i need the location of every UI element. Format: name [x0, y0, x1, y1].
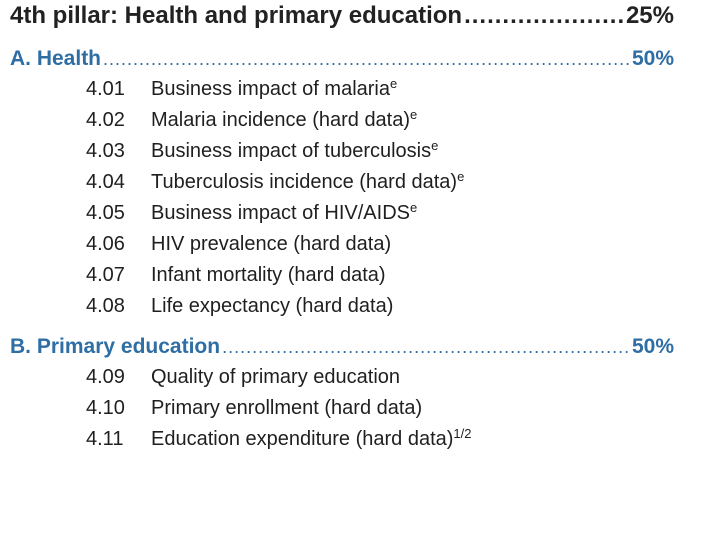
indicator-label: Tuberculosis incidence (hard data) [151, 171, 458, 193]
section-leader-dots: ........................................… [222, 337, 630, 357]
pillar-weight: 25% [625, 2, 674, 29]
indicator-label: Life expectancy (hard data) [151, 295, 394, 317]
indicator-code: 4.03 [86, 140, 125, 162]
indicator-item: 4.02 Malaria incidence (hard data)e [86, 106, 418, 132]
indicator-item: 4.04 Tuberculosis incidence (hard data)e [86, 168, 465, 194]
indicator-label: HIV prevalence (hard data) [151, 233, 392, 255]
indicator-code: 4.10 [86, 397, 125, 419]
pillar-leader-dots: ........................................… [464, 2, 624, 29]
indicator-code: 4.02 [86, 109, 125, 131]
indicator-code: 4.01 [86, 78, 125, 100]
indicator-code: 4.07 [86, 264, 125, 286]
indicator-code: 4.06 [86, 233, 125, 255]
indicator-code: 4.09 [86, 366, 125, 388]
indicator-label: Business impact of HIV/AIDS [151, 202, 410, 224]
indicator-code: 4.11 [86, 428, 124, 450]
indicator-item: 4.07 Infant mortality (hard data) [86, 264, 386, 287]
section-heading-health: A. Health ..............................… [10, 47, 674, 71]
indicator-label: Business impact of tuberculosis [151, 140, 432, 162]
indicator-note: e [410, 106, 418, 122]
section-leader-dots: ........................................… [103, 49, 630, 69]
indicator-note: e [389, 75, 398, 91]
indicator-note: 1/2 [453, 425, 472, 441]
indicator-item: 4.09 Quality of primary education [86, 366, 400, 389]
section-title: B. Primary education [10, 335, 221, 358]
indicator-item: 4.11 Education expenditure (hard data)1/2 [86, 425, 472, 451]
section-title: A. Health [10, 47, 102, 70]
indicator-label: Primary enrollment (hard data) [151, 397, 423, 419]
indicator-item: 4.01 Business impact of malariae [86, 75, 398, 101]
indicator-item: 4.03 Business impact of tuberculosise [86, 137, 439, 163]
indicator-item: 4.08 Life expectancy (hard data) [86, 295, 393, 318]
indicator-item: 4.05 Business impact of HIV/AIDSe [86, 199, 418, 225]
indicator-note: e [457, 168, 465, 184]
pillar-heading: 4th pillar: Health and primary education… [10, 2, 674, 30]
pillar-title: 4th pillar: Health and primary education [10, 2, 463, 29]
indicator-item: 4.06 HIV prevalence (hard data) [86, 233, 391, 256]
indicator-label: Malaria incidence (hard data) [151, 109, 411, 131]
indicator-note: e [431, 137, 439, 153]
indicator-label: Business impact of malaria [151, 78, 390, 100]
indicator-note: e [409, 199, 418, 215]
indicator-label: Quality of primary education [151, 366, 401, 388]
section-weight: 50% [631, 47, 674, 70]
indicator-label: Education expenditure (hard data) [151, 428, 454, 450]
section-weight: 50% [631, 335, 674, 358]
section-heading-primary-education: B. Primary education ...................… [10, 335, 674, 359]
indicator-code: 4.08 [86, 295, 125, 317]
indicator-item: 4.10 Primary enrollment (hard data) [86, 397, 422, 420]
indicator-label: Infant mortality (hard data) [151, 264, 386, 286]
indicator-code: 4.04 [86, 171, 125, 193]
indicator-code: 4.05 [86, 202, 125, 224]
